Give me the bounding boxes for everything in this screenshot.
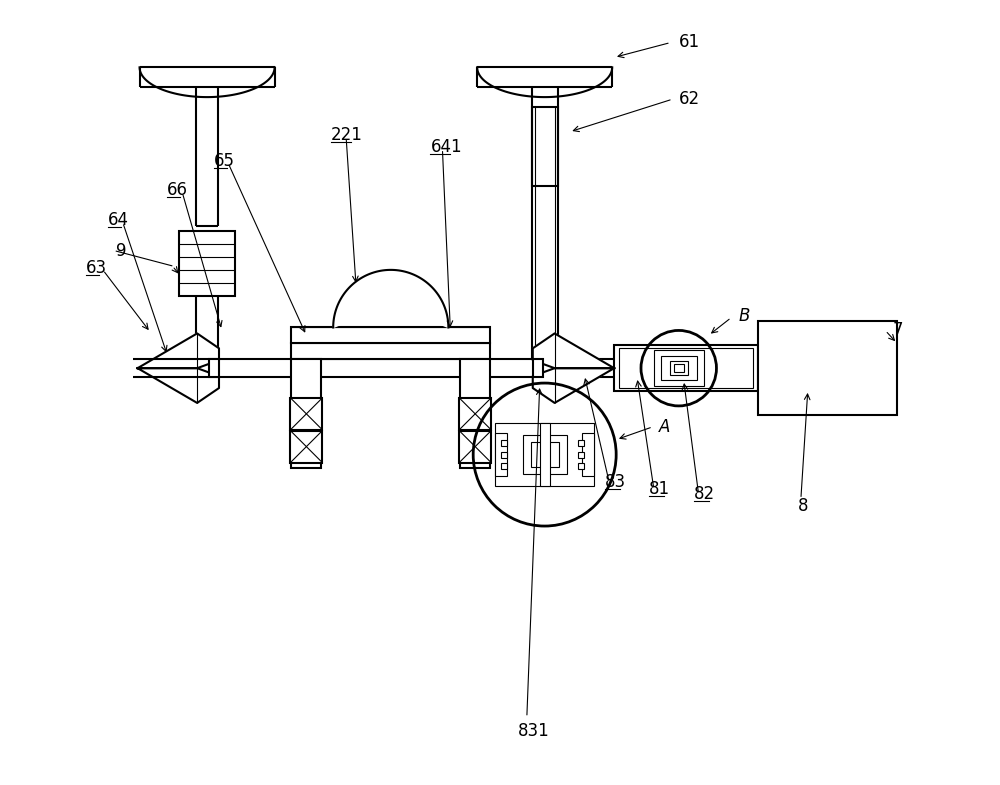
Polygon shape [477,68,612,97]
Bar [619,349,753,388]
Bar [523,435,567,474]
Bar [460,360,490,469]
Bar [614,345,758,391]
Bar [495,433,507,476]
Text: 61: 61 [679,34,700,52]
Bar [209,360,219,377]
Bar [179,231,235,296]
Bar [532,107,558,187]
Text: 81: 81 [649,480,670,498]
Bar [670,361,688,375]
Text: 83: 83 [605,473,626,491]
Text: 8: 8 [798,497,808,515]
Bar [501,463,507,469]
Text: 65: 65 [214,152,235,170]
Bar [290,431,322,462]
Text: B: B [738,307,750,324]
Bar [533,360,543,377]
Text: 7: 7 [892,321,903,339]
Bar [654,350,704,386]
Text: 9: 9 [116,242,126,260]
Text: 82: 82 [694,485,715,503]
Text: A: A [659,418,670,436]
Text: 63: 63 [86,259,107,277]
Text: 221: 221 [331,126,363,144]
Bar [291,327,490,343]
Bar [661,356,697,380]
Bar [501,451,507,458]
Bar [459,398,491,429]
Bar [291,343,490,360]
Bar [501,440,507,446]
Polygon shape [533,334,614,368]
Bar [459,431,491,462]
Bar [495,423,594,487]
Polygon shape [140,68,275,97]
Text: 66: 66 [167,181,188,199]
Bar [758,320,897,414]
Bar [578,451,584,458]
Polygon shape [138,334,219,368]
Polygon shape [291,129,490,327]
Text: 641: 641 [430,137,462,155]
Bar [291,360,321,469]
Bar [674,364,684,372]
Text: 62: 62 [679,90,700,108]
Polygon shape [533,368,614,403]
Bar [578,463,584,469]
Bar [290,398,322,429]
Bar [531,442,559,467]
Polygon shape [138,368,219,403]
Text: 831: 831 [518,721,550,739]
Bar [540,423,550,487]
Bar [578,440,584,446]
Bar [582,433,594,476]
Text: 64: 64 [108,211,129,229]
